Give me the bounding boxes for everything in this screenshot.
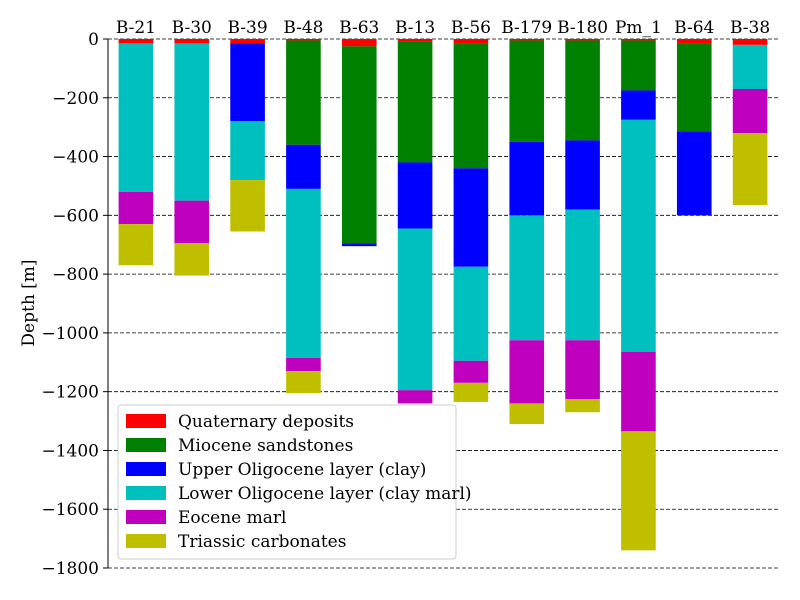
well-label: B-13 [395, 18, 435, 38]
bar-segment [174, 39, 210, 44]
bar-segment [118, 43, 154, 192]
bar-segment [509, 141, 545, 216]
well-label: Pm_1 [615, 18, 662, 38]
bar-segment [509, 39, 545, 41]
bar-segment [509, 215, 545, 341]
bar-segment [621, 39, 656, 41]
well-label: B-38 [730, 18, 770, 38]
bar-segment [509, 403, 545, 424]
bar-segment [174, 243, 210, 276]
bar-segment [565, 209, 600, 341]
bar-segment [565, 40, 600, 141]
y-tick-label: −1400 [41, 441, 99, 461]
bar-segment [118, 191, 154, 225]
bar-segment [286, 371, 321, 394]
bar-segment [453, 43, 489, 169]
legend: Quaternary deposits Miocene sandstones Upp… [117, 404, 472, 560]
legend-swatch [126, 486, 166, 500]
bar-segment [286, 40, 321, 145]
bar-segment [732, 88, 768, 134]
well-label: B-48 [283, 18, 323, 38]
well-label: B-39 [227, 18, 267, 38]
legend-label: Eocene marl [178, 508, 286, 528]
well-label: B-64 [674, 18, 714, 38]
well-label: B-21 [116, 18, 156, 38]
bar-segment [118, 224, 154, 266]
bar-segment [565, 399, 600, 413]
y-tick-label: −1200 [41, 383, 99, 403]
bar-segment [341, 243, 377, 247]
bar-segment [621, 351, 656, 432]
bars-layer [118, 39, 768, 551]
y-tick-label: −400 [52, 148, 99, 168]
bar-segment [621, 119, 656, 352]
bar-segment [174, 200, 210, 244]
bar-segment [621, 90, 656, 120]
y-axis: 0 −200 −400 −600 −800 −1000 −1200 −1400 −1600 −18… [41, 30, 109, 579]
y-tick-label: −1000 [41, 324, 99, 344]
legend-swatch [126, 414, 166, 428]
y-tick-label: −800 [52, 265, 99, 285]
bar-segment [286, 144, 321, 189]
legend-swatch [126, 510, 166, 524]
bar-segment [732, 44, 768, 89]
bar-segment [453, 168, 489, 267]
y-tick-label: −200 [52, 89, 99, 109]
bar-segment [286, 357, 321, 372]
legend-label: Lower Oligocene layer (clay marl) [178, 484, 472, 504]
legend-label: Miocene sandstones [178, 436, 353, 456]
bar-segment [509, 40, 545, 142]
bar-segment [453, 266, 489, 361]
bar-segment [676, 39, 712, 44]
bar-segment [230, 43, 265, 122]
y-tick-label: −600 [52, 206, 99, 226]
bar-segment [509, 340, 545, 404]
y-tick-label: 0 [88, 30, 99, 50]
y-tick-label: −1800 [41, 559, 99, 579]
well-label: B-63 [339, 18, 379, 38]
bar-segment [453, 382, 489, 402]
bar-segment [676, 43, 712, 132]
bar-segment [621, 40, 656, 91]
bar-segment [230, 180, 265, 232]
bar-segment [174, 43, 210, 201]
bar-segment [397, 390, 433, 404]
y-tick-label: −1600 [41, 500, 99, 520]
legend-label: Triassic carbonates [178, 532, 346, 552]
bar-segment [565, 39, 600, 41]
bar-segment [565, 140, 600, 210]
bar-segment [676, 131, 712, 216]
well-label: B-30 [172, 18, 212, 38]
well-label: B-179 [501, 18, 552, 38]
legend-swatch [126, 534, 166, 548]
bar-segment [397, 228, 433, 391]
legend-swatch [126, 462, 166, 476]
bar-segment [341, 39, 377, 47]
bar-segment [230, 121, 265, 181]
well-label: B-180 [557, 18, 608, 38]
bar-segment [453, 360, 489, 383]
well-label: B-56 [451, 18, 491, 38]
bar-segment [341, 46, 377, 244]
bar-segment [732, 133, 768, 206]
bar-segment [397, 39, 433, 42]
bar-segment [230, 39, 265, 44]
bar-segment [286, 188, 321, 358]
legend-label: Upper Oligocene layer (clay) [178, 460, 426, 480]
bar-segment [453, 39, 489, 44]
bar-segment [565, 340, 600, 400]
bar-segment [286, 39, 321, 41]
bar-segment [732, 39, 768, 45]
y-axis-label: Depth [m] [19, 259, 39, 346]
bar-segment [118, 39, 154, 44]
bar-segment [397, 162, 433, 229]
bar-segment [397, 41, 433, 163]
well-labels: B-21 B-30 B-39 B-48 B-63 B-13 B-56 B-179 B-180 Pm… [116, 18, 770, 38]
legend-swatch [126, 438, 166, 452]
legend-label: Quaternary deposits [178, 412, 354, 432]
legend-frame [117, 404, 457, 560]
bar-segment [621, 431, 656, 551]
